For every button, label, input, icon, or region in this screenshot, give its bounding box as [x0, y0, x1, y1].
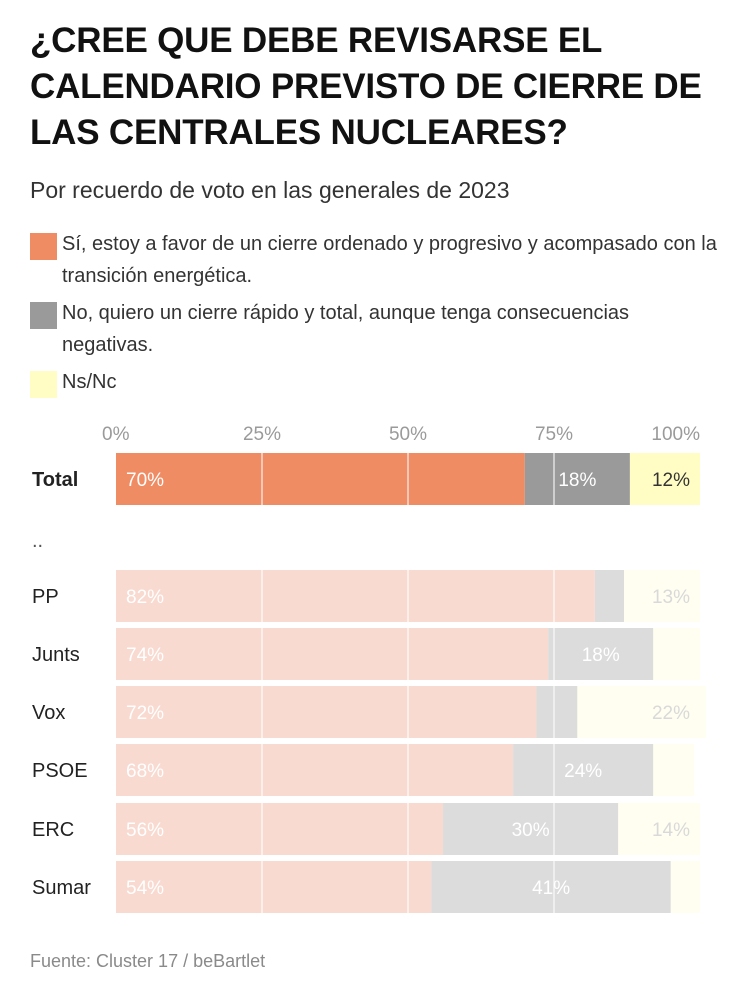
category-label-pp: PP: [32, 586, 59, 608]
bar-segment-pp-2: [624, 570, 700, 622]
data-label-pp-0: 82%: [126, 587, 164, 608]
bar-segment-psoe-0: [116, 744, 514, 796]
chart-subtitle: Por recuerdo de voto en las generales de…: [30, 177, 510, 203]
data-label-vox-2: 22%: [652, 703, 690, 724]
bar-segment-total-1: [524, 453, 630, 505]
data-label-total-1: 18%: [558, 470, 596, 491]
bar-segment-vox-2: [577, 686, 706, 738]
category-label-total: Total: [32, 469, 78, 491]
bar-segment-erc-1: [443, 803, 619, 855]
bar-segment-erc-0: [116, 803, 444, 855]
bar-segment-sumar-1: [431, 861, 671, 913]
separator-label: ..: [32, 530, 43, 552]
legend-label-no: No, quiero un cierre rápido y total, aun…: [62, 302, 630, 356]
bar-segment-erc-2: [618, 803, 700, 855]
data-label-vox-0: 72%: [126, 703, 164, 724]
data-label-junts-1: 18%: [582, 645, 620, 666]
category-label-junts: Junts: [32, 644, 80, 666]
data-label-psoe-0: 68%: [126, 761, 164, 782]
legend-swatch-yes: [30, 233, 57, 260]
bar-segment-vox-1: [536, 686, 578, 738]
data-label-junts-0: 74%: [126, 645, 164, 666]
x-tick-label: 50%: [389, 424, 427, 445]
bar-segment-sumar-2: [670, 861, 700, 913]
data-label-total-0: 70%: [126, 470, 164, 491]
bar-segment-psoe-2: [653, 744, 695, 796]
bar-segment-pp-1: [594, 570, 625, 622]
legend-item-no: No, quiero un cierre rápido y total, aun…: [30, 297, 720, 361]
x-tick-label: 75%: [535, 424, 573, 445]
category-label-sumar: Sumar: [32, 877, 91, 899]
data-label-psoe-1: 24%: [564, 761, 602, 782]
source-note: Fuente: Cluster 17 / beBartlet: [30, 951, 266, 971]
legend-swatch-nsnc: [30, 371, 57, 398]
category-label-psoe: PSOE: [32, 760, 88, 782]
legend-item-nsnc: Ns/Nc: [30, 366, 720, 398]
legend-label-yes: Sí, estoy a favor de un cierre ordenado …: [62, 233, 717, 287]
bar-segment-sumar-0: [116, 861, 432, 913]
legend-swatch-no: [30, 302, 57, 329]
bar-segment-total-0: [116, 453, 525, 505]
bar-segment-psoe-1: [513, 744, 654, 796]
category-label-vox: Vox: [32, 702, 65, 724]
bar-segment-junts-2: [653, 628, 700, 680]
x-tick-label: 0%: [102, 424, 130, 445]
bar-segment-pp-0: [116, 570, 595, 622]
x-tick-label: 25%: [243, 424, 281, 445]
x-tick-label: 100%: [651, 424, 700, 445]
bar-segment-junts-1: [548, 628, 654, 680]
chart-title: ¿CREE QUE DEBE REVISARSE EL CALENDARIO P…: [30, 21, 702, 152]
legend: Sí, estoy a favor de un cierre ordenado …: [30, 228, 720, 398]
data-label-erc-1: 30%: [512, 820, 550, 841]
data-label-total-2: 12%: [652, 470, 690, 491]
data-label-sumar-1: 41%: [532, 878, 570, 899]
legend-item-yes: Sí, estoy a favor de un cierre ordenado …: [30, 228, 720, 292]
bar-segment-vox-0: [116, 686, 537, 738]
category-label-erc: ERC: [32, 819, 74, 841]
data-label-erc-0: 56%: [126, 820, 164, 841]
bar-segment-junts-0: [116, 628, 549, 680]
data-label-sumar-0: 54%: [126, 878, 164, 899]
data-label-erc-2: 14%: [652, 820, 690, 841]
legend-label-nsnc: Ns/Nc: [62, 371, 117, 393]
bar-segment-total-2: [629, 453, 700, 505]
data-label-pp-2: 13%: [652, 587, 690, 608]
